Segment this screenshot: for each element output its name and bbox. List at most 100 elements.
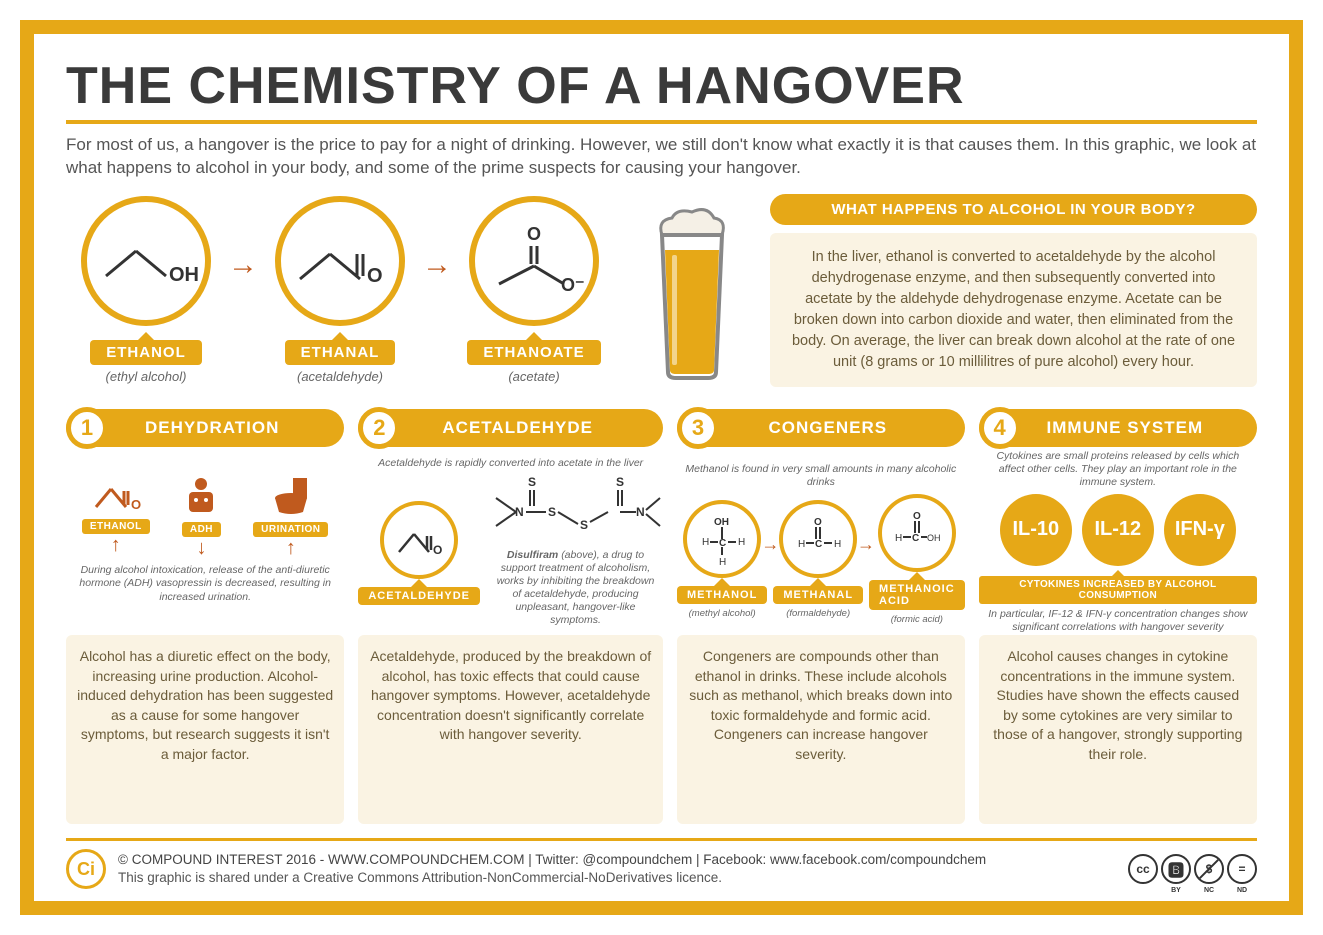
svg-text:O⁻: O⁻ bbox=[561, 275, 585, 295]
mini-label: ADH bbox=[182, 522, 221, 537]
ethanol-label: ETHANOL bbox=[90, 340, 202, 365]
section-header: 2 ACETALDEHYDE bbox=[358, 409, 663, 447]
cc-icon: cc bbox=[1128, 854, 1158, 884]
ethanal-label: ETHANAL bbox=[285, 340, 396, 365]
section-body: Alcohol causes changes in cytokine conce… bbox=[979, 635, 1257, 824]
acetaldehyde-diagram: Acetaldehyde is rapidly converted into a… bbox=[358, 457, 663, 627]
what-happens-body: In the liver, ethanol is converted to ac… bbox=[770, 233, 1257, 387]
svg-text:S: S bbox=[616, 475, 624, 489]
section-title: CONGENERS bbox=[721, 418, 965, 438]
svg-text:OH: OH bbox=[927, 533, 941, 543]
congeners-diagram: Methanol is found in very small amounts … bbox=[677, 457, 965, 627]
svg-text:C: C bbox=[815, 539, 822, 550]
disulfiram-structure: S S N S S bbox=[488, 474, 663, 544]
svg-text:N: N bbox=[515, 505, 524, 519]
section-note: During alcohol intoxication, release of … bbox=[72, 564, 338, 603]
section-number: 2 bbox=[358, 407, 400, 449]
methanoic-structure: OHCOH bbox=[878, 494, 956, 572]
ethanoate-structure: O O⁻ bbox=[469, 196, 599, 326]
footer-text: © COMPOUND INTEREST 2016 - WWW.COMPOUNDC… bbox=[118, 851, 1116, 887]
section-title: DEHYDRATION bbox=[110, 418, 344, 438]
ethanol-sub: (ethyl alcohol) bbox=[106, 369, 187, 384]
sections-row: 1 DEHYDRATION O ETHANOL ↑ ADH ↓ bbox=[66, 409, 1257, 824]
svg-text:O: O bbox=[527, 224, 541, 244]
section-number: 1 bbox=[66, 407, 108, 449]
footer-line1: © COMPOUND INTEREST 2016 - WWW.COMPOUNDC… bbox=[118, 851, 1116, 869]
methanal-sub: (formaldehyde) bbox=[786, 608, 850, 619]
svg-text:OH: OH bbox=[714, 517, 729, 528]
section-acetaldehyde: 2 ACETALDEHYDE Acetaldehyde is rapidly c… bbox=[358, 409, 663, 824]
section-immune: 4 IMMUNE SYSTEM Cytokines are small prot… bbox=[979, 409, 1257, 824]
what-happens-box: WHAT HAPPENS TO ALCOHOL IN YOUR BODY? In… bbox=[770, 194, 1257, 387]
person-icon bbox=[181, 476, 221, 516]
arrow-icon: → bbox=[228, 248, 258, 282]
svg-text:C: C bbox=[912, 533, 919, 544]
methanol-sub: (methyl alcohol) bbox=[689, 608, 756, 619]
section-body: Alcohol has a diuretic effect on the bod… bbox=[66, 635, 344, 824]
ethanal-structure: O bbox=[275, 196, 405, 326]
svg-text:O: O bbox=[367, 265, 383, 287]
toilet-icon bbox=[271, 476, 311, 516]
cytokine-badge: IL-10 bbox=[1000, 494, 1072, 566]
mini-label: URINATION bbox=[253, 522, 328, 537]
ethanol-structure: OH bbox=[81, 196, 211, 326]
top-note: Methanol is found in very small amounts … bbox=[683, 463, 959, 489]
section-dehydration: 1 DEHYDRATION O ETHANOL ↑ ADH ↓ bbox=[66, 409, 344, 824]
cc-nd-icon: =ND bbox=[1227, 854, 1257, 884]
ethanoate-label: ETHANOATE bbox=[467, 340, 600, 365]
immune-diagram: Cytokines are small proteins released by… bbox=[979, 457, 1257, 627]
molecule-ethanal: O ETHANAL (acetaldehyde) bbox=[260, 196, 420, 384]
top-note: Acetaldehyde is rapidly converted into a… bbox=[378, 457, 643, 470]
ci-logo-icon: Ci bbox=[66, 849, 106, 889]
cc-nc-icon: $NC bbox=[1194, 854, 1224, 884]
svg-text:O: O bbox=[131, 497, 141, 512]
cytokine-label: CYTOKINES INCREASED BY ALCOHOL CONSUMPTI… bbox=[979, 576, 1257, 604]
footer: Ci © COMPOUND INTEREST 2016 - WWW.COMPOU… bbox=[66, 838, 1257, 889]
svg-text:H: H bbox=[719, 557, 726, 568]
svg-text:H: H bbox=[702, 537, 709, 548]
methanal-label: METHANAL bbox=[773, 586, 863, 604]
molecule-chain: OH ETHANOL (ethyl alcohol) → O ETHANAL (… bbox=[66, 194, 614, 387]
svg-text:OH: OH bbox=[169, 264, 199, 286]
bottom-note: In particular, IF-12 & IFN-γ concentrati… bbox=[985, 608, 1251, 634]
cc-icons: cc 🅱BY $NC =ND bbox=[1128, 854, 1257, 884]
section-number: 3 bbox=[677, 407, 719, 449]
cytokine-badge: IL-12 bbox=[1082, 494, 1154, 566]
intro-text: For most of us, a hangover is the price … bbox=[66, 134, 1257, 180]
ethanoate-sub: (acetate) bbox=[508, 369, 559, 384]
section-body: Acetaldehyde, produced by the breakdown … bbox=[358, 635, 663, 824]
svg-text:O: O bbox=[433, 543, 442, 557]
top-row: OH ETHANOL (ethyl alcohol) → O ETHANAL (… bbox=[66, 194, 1257, 387]
drug-note: Disulfiram (above), a drug to support tr… bbox=[494, 549, 657, 628]
cc-by-icon: 🅱BY bbox=[1161, 854, 1191, 884]
svg-text:N: N bbox=[636, 505, 645, 519]
methanoic-label: METHANOIC ACID bbox=[869, 580, 965, 610]
svg-text:S: S bbox=[528, 475, 536, 489]
svg-text:S: S bbox=[580, 518, 588, 532]
main-title: THE CHEMISTRY OF A HANGOVER bbox=[66, 56, 1257, 124]
methanoic-sub: (formic acid) bbox=[891, 614, 943, 625]
up-arrow-icon: ↑ bbox=[286, 537, 296, 560]
beer-glass-icon bbox=[632, 194, 752, 387]
methanol-label: METHANOL bbox=[677, 586, 767, 604]
svg-text:S: S bbox=[548, 505, 556, 519]
svg-text:H: H bbox=[895, 533, 902, 544]
molecule-ethanol: OH ETHANOL (ethyl alcohol) bbox=[66, 196, 226, 384]
acetaldehyde-structure-small: O bbox=[380, 501, 458, 579]
top-note: Cytokines are small proteins released by… bbox=[985, 450, 1251, 489]
section-header: 4 IMMUNE SYSTEM bbox=[979, 409, 1257, 447]
svg-text:H: H bbox=[738, 537, 745, 548]
section-title: ACETALDEHYDE bbox=[402, 418, 663, 438]
up-arrow-icon: ↑ bbox=[111, 534, 121, 557]
section-header: 3 CONGENERS bbox=[677, 409, 965, 447]
section-body: Congeners are compounds other than ethan… bbox=[677, 635, 965, 824]
section-congeners: 3 CONGENERS Methanol is found in very sm… bbox=[677, 409, 965, 824]
what-happens-header: WHAT HAPPENS TO ALCOHOL IN YOUR BODY? bbox=[770, 194, 1257, 225]
svg-text:H: H bbox=[798, 539, 805, 550]
dehydration-diagram: O ETHANOL ↑ ADH ↓ URINATION ↑ bbox=[66, 457, 344, 627]
acetaldehyde-label: ACETALDEHYDE bbox=[358, 587, 480, 605]
section-title: IMMUNE SYSTEM bbox=[1023, 418, 1257, 438]
footer-line2: This graphic is shared under a Creative … bbox=[118, 869, 1116, 887]
section-number: 4 bbox=[979, 407, 1021, 449]
svg-text:O: O bbox=[814, 517, 822, 528]
